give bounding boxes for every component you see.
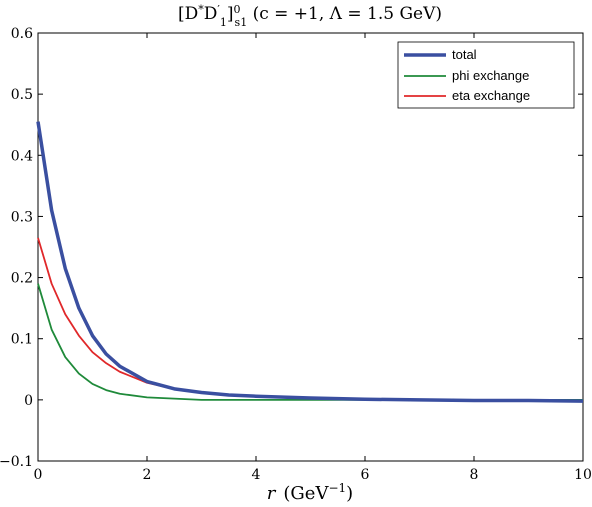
title-close: ] (227, 4, 234, 24)
series-line-phi-exchange (37, 283, 583, 401)
series-line-total (36, 121, 584, 403)
title-subs1: s1 (235, 16, 248, 29)
legend-label-eta-exchange: eta exchange (452, 88, 530, 103)
legend-label-total: total (452, 47, 477, 62)
x-axis-label: r (GeV−1) (267, 481, 353, 504)
y-tick-label: 0.1 (11, 332, 33, 348)
y-tick-label: 0.2 (11, 271, 33, 287)
x-axis-label-close: ) (346, 483, 353, 504)
plot-frame (37, 32, 584, 462)
title-star: * (198, 3, 204, 16)
chart-title: [D*D′1]0 s1 (c = +1, Λ = 1.5 GeV) (178, 3, 442, 29)
x-tick-label: 10 (574, 467, 592, 483)
x-tick-label: 6 (361, 467, 370, 483)
x-axis-label-var: r (267, 483, 277, 504)
x-tick-label: 2 (143, 467, 152, 483)
y-tick-label: 0.5 (11, 87, 33, 103)
y-tick-label: 0.4 (11, 148, 33, 164)
legend-label-phi-exchange: phi exchange (452, 68, 529, 83)
x-tick-label: 8 (470, 467, 479, 483)
x-tick-label: 4 (252, 467, 261, 483)
legend-box (397, 41, 575, 109)
y-tick-label: 0.3 (11, 209, 33, 225)
x-axis-label-unit: (GeV (283, 483, 329, 504)
y-tick-label: 0.6 (11, 26, 33, 42)
tick-labels: 0 2 4 6 8 10−0.100.10.20.30.40.50.6 (0, 26, 592, 483)
title-prime: ′ (217, 3, 220, 16)
x-axis-label-exp: −1 (328, 481, 346, 495)
title-d2: D (204, 4, 218, 24)
title-rest: (c = +1, Λ = 1.5 GeV) (247, 4, 442, 24)
legend: total phi exchange eta exchange (397, 41, 575, 109)
title-sup0: 0 (234, 3, 241, 16)
y-tick-label: 0 (24, 393, 33, 409)
title-sub1: 1 (220, 16, 227, 29)
title-open: [D (178, 4, 198, 24)
x-tick-label: 0 (34, 467, 43, 483)
series-lines (36, 121, 584, 403)
y-tick-label: −0.1 (0, 454, 33, 470)
series-line-eta-exchange (37, 237, 584, 402)
